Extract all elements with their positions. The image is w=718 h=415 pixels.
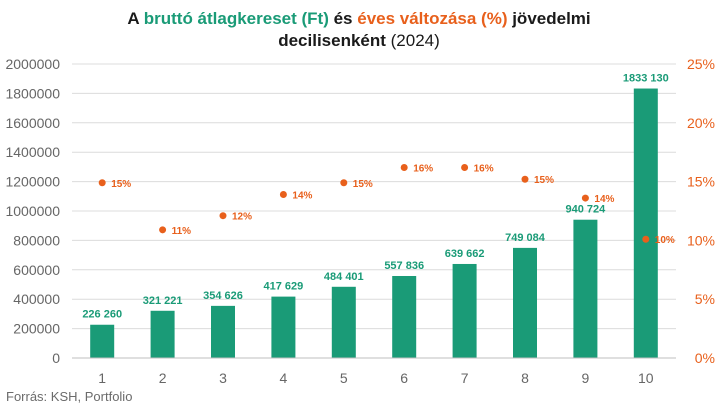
title-bar-series-label: bruttó átlagkereset (Ft) <box>143 9 329 28</box>
dot-labels-layer: 15% 11% 12% 14% 15% 16% 16% 15% 14% 10% <box>111 163 675 246</box>
x-tick-label: 5 <box>340 370 348 386</box>
bar <box>90 324 115 358</box>
dot-value-label: 15% <box>111 179 131 190</box>
left-tick-label: 200000 <box>13 321 60 337</box>
dot-value-label: 12% <box>232 212 252 223</box>
right-tick-label: 10% <box>687 232 715 248</box>
bar <box>573 219 598 358</box>
bar-value-label: 557 836 <box>384 260 424 272</box>
title-part: decilisenként <box>278 31 386 50</box>
dot-value-label: 15% <box>534 175 554 186</box>
title-dot-series-label: éves változása (%) <box>357 9 508 28</box>
dot-value-label: 14% <box>594 194 614 205</box>
right-tick-label: 15% <box>687 174 715 190</box>
dot-marker <box>340 179 348 187</box>
bar <box>392 275 417 358</box>
bar-value-label: 749 084 <box>505 232 546 244</box>
x-tick-label: 7 <box>461 370 469 386</box>
left-tick-label: 0 <box>52 350 60 366</box>
right-tick-label: 0% <box>695 350 715 366</box>
left-tick-label: 600000 <box>13 262 60 278</box>
dot-value-label: 16% <box>474 163 494 174</box>
x-tick-label: 4 <box>280 370 288 386</box>
bar <box>633 88 658 358</box>
x-tick-label: 2 <box>159 370 167 386</box>
x-tick-label: 10 <box>638 370 654 386</box>
bar-labels-layer: 226 260 321 221 354 626 417 629 484 401 557 8… <box>82 73 668 321</box>
dot-marker <box>581 194 589 202</box>
left-axis: 0 200000 400000 600000 800000 1000000 1200000 1… <box>5 56 60 366</box>
dot-marker <box>521 175 529 183</box>
bar <box>513 247 537 358</box>
bar <box>150 310 175 358</box>
left-tick-label: 1000000 <box>5 203 60 219</box>
dot-marker <box>159 226 167 234</box>
right-tick-label: 5% <box>695 291 715 307</box>
title-part: és <box>328 9 358 28</box>
left-tick-label: 800000 <box>13 232 60 248</box>
dot-marker <box>400 163 408 171</box>
left-tick-label: 1800000 <box>5 85 60 101</box>
left-tick-label: 1400000 <box>5 144 60 160</box>
left-tick-label: 400000 <box>13 291 60 307</box>
bar-value-label: 1833 130 <box>623 73 669 85</box>
bar-value-label: 354 626 <box>203 290 243 302</box>
dot-marker <box>461 163 469 171</box>
x-tick-label: 9 <box>582 370 590 386</box>
dot-value-label: 15% <box>353 179 373 190</box>
bar <box>211 305 235 358</box>
bar <box>452 263 477 358</box>
dots-layer <box>98 163 650 243</box>
x-tick-label: 1 <box>98 370 106 386</box>
title-part: A <box>127 9 144 28</box>
right-tick-label: 20% <box>687 115 715 131</box>
x-tick-label: 6 <box>400 370 408 386</box>
bar-value-label: 321 221 <box>143 295 183 307</box>
x-tick-label: 8 <box>521 370 529 386</box>
right-tick-label: 25% <box>687 56 715 72</box>
title-part: jövedelmi <box>507 9 591 28</box>
bar-value-label: 226 260 <box>82 309 122 321</box>
x-tick-label: 3 <box>219 370 227 386</box>
bars-layer <box>90 88 658 358</box>
x-axis: 1 2 3 4 5 6 7 8 9 10 <box>72 357 676 386</box>
dot-value-label: 16% <box>413 163 433 174</box>
dot-marker <box>219 212 227 220</box>
left-tick-label: 1200000 <box>5 174 60 190</box>
bar <box>271 296 296 358</box>
dot-value-label: 11% <box>172 226 192 237</box>
dot-value-label: 10% <box>655 235 675 246</box>
left-tick-label: 2000000 <box>5 56 60 72</box>
bar-value-label: 639 662 <box>445 248 485 260</box>
source-note: Forrás: KSH, Portfolio <box>6 389 133 404</box>
dot-marker <box>279 191 287 199</box>
bar <box>331 286 356 358</box>
dot-marker <box>642 235 650 243</box>
bar-value-label: 484 401 <box>324 271 364 283</box>
title-year: (2024) <box>385 31 440 50</box>
right-axis: 0% 5% 10% 15% 20% 25% <box>687 56 715 366</box>
bar-value-label: 417 629 <box>264 281 304 293</box>
chart-title: A bruttó átlagkereset (Ft) és éves válto… <box>0 8 718 52</box>
dot-marker <box>98 179 106 187</box>
left-tick-label: 1600000 <box>5 115 60 131</box>
dot-value-label: 14% <box>292 191 312 202</box>
bar-value-label: 940 724 <box>566 204 607 216</box>
